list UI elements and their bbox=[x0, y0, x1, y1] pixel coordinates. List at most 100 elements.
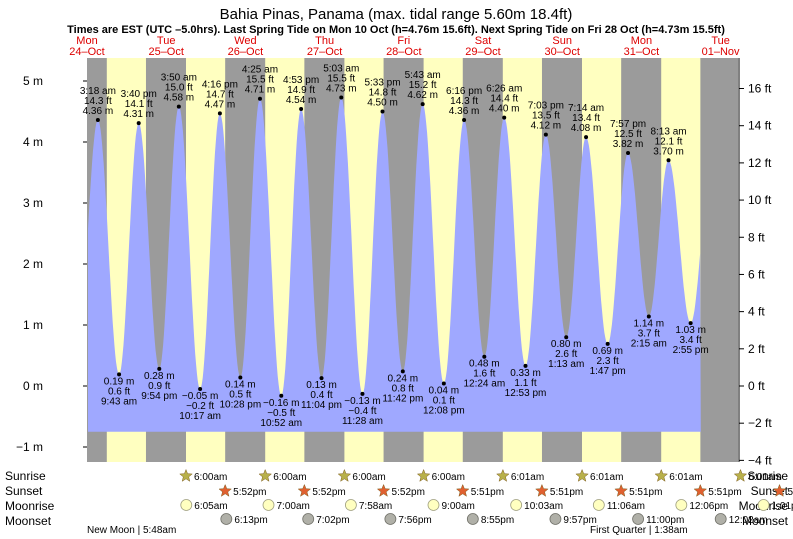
tide-area bbox=[88, 97, 701, 432]
low-tide-point bbox=[360, 391, 365, 396]
high-tide-point bbox=[502, 115, 507, 120]
moonrise-icon bbox=[180, 499, 193, 511]
high-tide-label: 4.36 m bbox=[83, 106, 114, 117]
low-tide-label: 0.19 m bbox=[104, 376, 135, 387]
high-tide-point bbox=[543, 132, 548, 137]
y-right-tick-label: −2 ft bbox=[748, 416, 772, 430]
moonset-time: 11:00pm bbox=[646, 515, 684, 526]
low-tide-label: 2.3 ft bbox=[597, 356, 619, 367]
sunrise-icon bbox=[416, 468, 431, 482]
y-left-tick-label: 3 m bbox=[23, 196, 43, 210]
tide-curve bbox=[88, 97, 701, 432]
low-tide-label: 0.5 ft bbox=[229, 389, 251, 400]
low-tide-label: −0.5 ft bbox=[267, 408, 295, 419]
day-date: 29–Oct bbox=[465, 46, 500, 58]
high-tide-label: 5:43 am bbox=[405, 70, 441, 81]
sunrise-time: 6:01am bbox=[511, 472, 544, 483]
sunset-icon bbox=[693, 483, 708, 497]
moonrise-time: 7:58am bbox=[359, 501, 392, 512]
low-tide-label: 1:47 pm bbox=[590, 366, 626, 377]
low-tide-point bbox=[319, 376, 324, 381]
day-name: Sat bbox=[475, 35, 492, 47]
high-tide-point bbox=[176, 104, 181, 109]
low-tide-point bbox=[157, 366, 162, 371]
day-name: Thu bbox=[315, 35, 334, 47]
high-tide-label: 4.71 m bbox=[245, 85, 276, 96]
day-name: Wed bbox=[234, 35, 256, 47]
moonset-row-label: Moonset bbox=[5, 514, 52, 528]
sunrise-time: 6:01am bbox=[748, 472, 781, 483]
low-tide-point bbox=[605, 341, 610, 346]
moonrise-time: 7:00am bbox=[277, 501, 310, 512]
high-tide-point bbox=[299, 107, 304, 112]
high-tide-label: 14.8 ft bbox=[369, 88, 397, 99]
moonrise-icon bbox=[262, 499, 275, 511]
low-tide-point bbox=[482, 354, 487, 359]
astro-rows: SunriseSunriseSunsetSunsetMoonriseMoonri… bbox=[5, 468, 793, 536]
high-tide-label: 4.54 m bbox=[286, 95, 317, 106]
low-tide-label: 1.1 ft bbox=[514, 378, 536, 389]
low-tide-label: 2:55 pm bbox=[673, 345, 709, 356]
sunrise-time: 6:01am bbox=[590, 472, 623, 483]
low-tide-label: 2:15 am bbox=[631, 338, 667, 349]
moonset-icon bbox=[632, 513, 644, 525]
sunset-icon bbox=[455, 483, 470, 497]
high-tide-label: 14.7 ft bbox=[206, 89, 234, 100]
moonrise-time: 10:03am bbox=[524, 501, 563, 512]
high-tide-label: 6:26 am bbox=[486, 84, 522, 95]
low-tide-label: 1.6 ft bbox=[473, 369, 495, 380]
day-date: 31–Oct bbox=[624, 46, 659, 58]
low-tide-label: 1.03 m bbox=[675, 325, 706, 336]
sunset-time: 5:52pm bbox=[233, 487, 266, 498]
moonset-time: 9:57pm bbox=[563, 515, 596, 526]
sunrise-icon bbox=[733, 468, 748, 482]
high-tide-point bbox=[95, 118, 100, 123]
high-tide-label: 4.40 m bbox=[489, 104, 520, 115]
y-right-tick-label: 12 ft bbox=[748, 156, 772, 170]
moonset-icon bbox=[220, 513, 233, 525]
low-tide-label: 9:54 pm bbox=[141, 391, 177, 402]
moonrise-icon bbox=[675, 499, 688, 511]
y-right-tick-label: −4 ft bbox=[748, 453, 772, 467]
low-tide-label: 10:52 am bbox=[260, 418, 302, 429]
high-tide-label: 15.5 ft bbox=[246, 75, 274, 86]
sunrise-time: 6:00am bbox=[352, 472, 385, 483]
high-tide-point bbox=[257, 96, 262, 101]
low-tide-label: −0.05 m bbox=[182, 391, 218, 402]
low-tide-point bbox=[564, 335, 569, 340]
high-tide-label: 4.36 m bbox=[449, 106, 480, 117]
sunset-time: 5:52pm bbox=[392, 487, 425, 498]
sunset-icon bbox=[535, 483, 549, 497]
low-tide-label: 0.28 m bbox=[144, 371, 175, 382]
y-right-tick-label: 2 ft bbox=[748, 342, 765, 356]
day-name: Tue bbox=[711, 35, 730, 47]
high-tide-label: 7:14 am bbox=[568, 103, 604, 114]
y-left-tick-label: 1 m bbox=[23, 318, 43, 332]
low-tide-point bbox=[646, 314, 651, 319]
low-tide-label: 0.4 ft bbox=[310, 390, 332, 401]
sunrise-icon bbox=[258, 468, 273, 482]
y-left-tick-label: 4 m bbox=[23, 135, 43, 149]
moonrise-time: 9:00am bbox=[442, 501, 475, 512]
day-date: 26–Oct bbox=[228, 46, 263, 58]
low-tide-label: 12:08 pm bbox=[423, 406, 465, 417]
high-tide-label: 4.50 m bbox=[367, 98, 398, 109]
sunrise-row-label: Sunrise bbox=[5, 469, 46, 483]
low-tide-label: 0.80 m bbox=[551, 339, 582, 350]
low-tide-label: 0.6 ft bbox=[108, 386, 130, 397]
y-left-tick-label: 5 m bbox=[23, 74, 43, 88]
sunrise-icon bbox=[179, 468, 193, 482]
low-tide-label: −0.4 ft bbox=[348, 406, 376, 417]
sunrise-time: 6:00am bbox=[432, 472, 465, 483]
sunrise-time: 6:00am bbox=[194, 472, 227, 483]
moonrise-icon bbox=[757, 499, 770, 511]
high-tide-point bbox=[217, 111, 222, 116]
chart-title: Bahia Pinas, Panama (max. tidal range 5.… bbox=[220, 6, 573, 23]
moon-phase-first-quarter: First Quarter | 1:38am bbox=[590, 525, 688, 536]
moon-phase-new: New Moon | 5:48am bbox=[87, 525, 176, 536]
sunrise-row-label-right: Sunrise bbox=[747, 469, 788, 483]
high-tide-label: 4.08 m bbox=[571, 123, 602, 134]
high-tide-point bbox=[584, 135, 589, 140]
day-name: Mon bbox=[631, 35, 652, 47]
sunset-icon bbox=[614, 483, 628, 497]
